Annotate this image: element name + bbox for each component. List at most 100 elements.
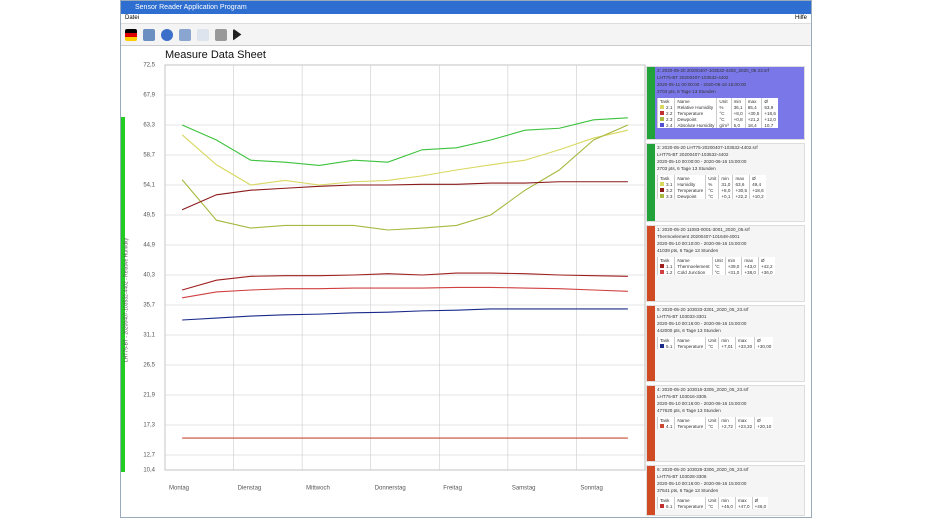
menu-item[interactable]: Hilfe [794, 15, 807, 21]
x-tick-label: Freitag [443, 486, 462, 492]
table-cell: °C [716, 110, 732, 116]
table-cell: g/m³ [716, 122, 732, 128]
column-header: max [734, 497, 753, 503]
panel-bar [647, 306, 655, 381]
swatch [660, 343, 664, 348]
file-panel[interactable]: 1: 2020-05-20 11083-0001-3001_2020_05.sr… [646, 225, 805, 302]
table-cell: Humidity [674, 181, 706, 187]
panel-table: Task Name Unit min max Ø 3.1 Humidity% 31,0 63,6 4… [656, 175, 766, 199]
y-tick-label: 21,9 [143, 393, 155, 399]
table-cell: Temperature [674, 503, 706, 509]
column-header: Name [674, 337, 706, 343]
cell-text: 2.4 [666, 122, 673, 128]
file-panel[interactable]: 4: 2020-05-20 103016-3305_2020_05_23.srf… [646, 385, 805, 462]
panel-info: 2020-05-10 00:16:00 - 2020-06-16 15:00:0… [657, 481, 747, 486]
file-panel[interactable]: 3: 2020-05-20 LHT75-20200407-103532-4402… [646, 143, 805, 222]
y-tick-label: 10,4 [143, 468, 155, 474]
column-header: max [732, 175, 750, 181]
table-header: Task Name Unit min max Ø [656, 417, 774, 423]
cell-text: +8,0 [733, 110, 743, 116]
column-header: Ø [749, 175, 766, 181]
x-tick-label: Sonntag [580, 486, 602, 492]
table-cell: 3.1 [656, 181, 675, 187]
cell-text: +2,72 [721, 423, 733, 429]
undo-button[interactable] [161, 28, 173, 41]
swatch [660, 503, 664, 508]
play-button[interactable] [233, 28, 242, 41]
cell-text: 1.1 [666, 263, 673, 269]
cell-text: +21,2 [747, 116, 760, 122]
column-header: max [734, 417, 755, 423]
table-cell: +0,1 [718, 193, 733, 199]
table-row: 2.2 Temperature °C +8,0 +30,5 +18,6 [656, 110, 778, 116]
table-cell: +45,0 [718, 503, 736, 509]
cell-text: +39,0 [727, 263, 740, 269]
cell-text: +0,8 [733, 116, 743, 122]
table-cell: 5,0 [730, 122, 746, 128]
table-cell: +47,0 [734, 503, 753, 509]
panel-info: 477620 pts, 6 Tage 13 Stunden [657, 408, 721, 413]
cell-text: % [719, 104, 724, 110]
panel-info: Thermoelement 20200407-101648-4001 [657, 234, 740, 239]
table-cell: Temperature [674, 343, 706, 349]
table-cell: Dewpoint [674, 193, 706, 199]
column-header: Ø [754, 337, 774, 343]
cell-text: °C [719, 110, 725, 116]
plot-area [164, 64, 646, 471]
cell-text: +22,2 [735, 193, 748, 199]
y-axis-label: LHT75-BT - 20200407-103532-4402 - Relati… [123, 237, 129, 362]
menu-item[interactable]: Datei [125, 15, 140, 21]
column-header: Unit [705, 497, 719, 503]
cell-text: 3.2 [666, 187, 673, 193]
column-header: min [718, 337, 736, 343]
cell-text: 2.2 [666, 110, 673, 116]
panel-bar [647, 226, 655, 301]
table-cell: % [716, 104, 732, 110]
cell-text: g/m³ [719, 122, 729, 128]
tool-button[interactable] [215, 28, 227, 41]
column-header: Unit [705, 175, 719, 181]
cell-text: Temperature [677, 110, 704, 116]
panel-header: 4: 2020-05-20 103016-3305_2020_05_23.srf [657, 387, 749, 392]
tool-button[interactable] [179, 28, 191, 41]
cell-text: 10,7 [764, 122, 774, 128]
language-button[interactable] [125, 28, 137, 41]
table-cell: +38,0 [741, 269, 759, 275]
swatch [660, 263, 664, 268]
panel-table: Task Name Unit min max Ø 6.1 Temperature °C +45,0… [656, 497, 769, 509]
cell-text: Temperature [677, 423, 704, 429]
panel-info: LHT75-BT 103028-3306 [657, 474, 707, 479]
column-header: Name [674, 417, 706, 423]
cell-text: Absolute Humidity [677, 122, 715, 128]
data-line [181, 272, 628, 291]
swatch [660, 193, 664, 198]
table-header: Task Name Unit min max Ø [656, 257, 775, 263]
table-cell: 36,1 [730, 104, 746, 110]
save-button[interactable] [143, 28, 155, 41]
cell-text: +42,2 [760, 263, 773, 269]
table-row: 3.2 Temperature °C +8,0 +30,5 +18,6 [656, 187, 766, 193]
table-cell: 3.3 [656, 193, 675, 199]
file-panel[interactable]: 2: 2020-05-20 20200407-103532-4402_2020_… [646, 66, 805, 140]
tool-button[interactable] [197, 28, 209, 41]
table-row: 5.1 Temperature °C +7,01 +33,30 +30,00 [656, 343, 774, 349]
panel-table: Task Name Unit min max Ø 4.1 Temperature °C +2,72… [656, 417, 774, 429]
file-panel[interactable]: 6: 2020-05-20 103028-3306_2020_05_23.srf… [646, 465, 805, 516]
cell-text: +7,01 [721, 343, 733, 349]
cell-text: 1.2 [666, 269, 673, 275]
y-tick-label: 35,7 [143, 303, 155, 309]
table-cell: °C [711, 263, 726, 269]
file-panel[interactable]: 5: 2020-05-20 103033-3301_2020_05_23.srf… [646, 305, 805, 382]
swatch [660, 181, 664, 186]
table-cell: °C [705, 343, 719, 349]
column-header: min [730, 98, 746, 104]
table-cell: 31,0 [718, 181, 733, 187]
column-header: Name [674, 98, 717, 104]
cell-text: +43,0 [744, 263, 756, 269]
panel-info: 2020-05-11 00:00:00 - 2020-06-16 15:00:0… [657, 82, 747, 87]
table-cell: +31,0 [724, 269, 742, 275]
panel-bar [647, 466, 655, 515]
table-row: 1.2 Cold Junction °C +31,0 +38,0 +36,0 [656, 269, 775, 275]
panel-info: LHT75-BT 103016-3305 [657, 394, 707, 399]
cell-text: +8,0 [721, 187, 731, 193]
